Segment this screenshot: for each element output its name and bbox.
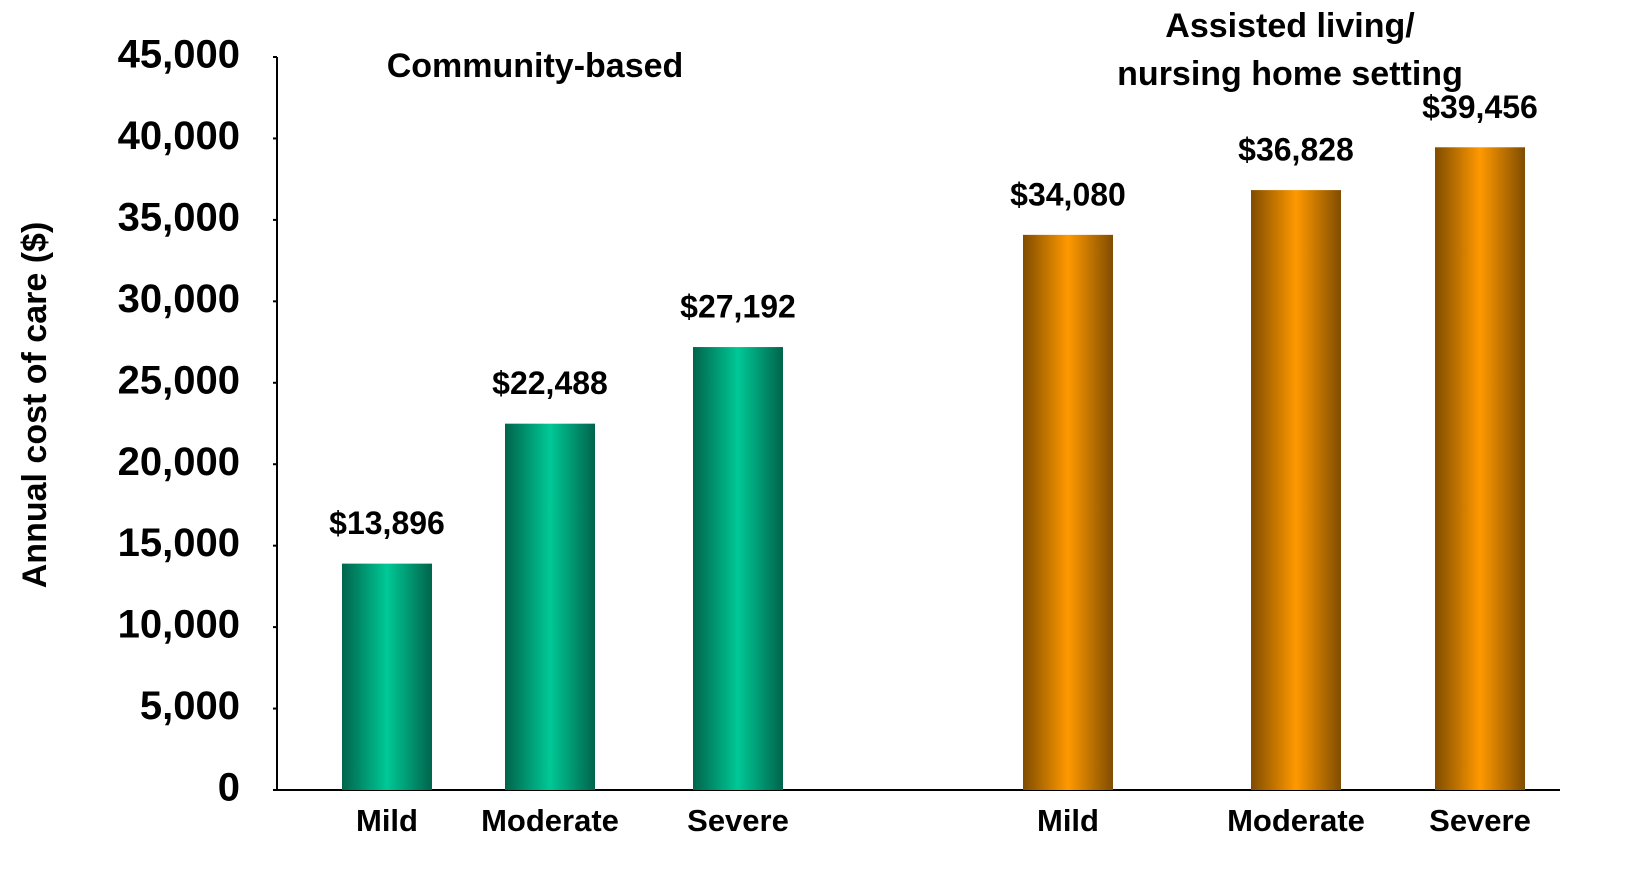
- y-tick-label: 30,000: [118, 277, 240, 321]
- x-tick-label: Mild: [356, 803, 418, 838]
- data-label: $34,080: [1010, 176, 1126, 212]
- y-tick-label: 35,000: [118, 195, 240, 239]
- y-tick-label: 0: [218, 766, 240, 810]
- bar-shade: [1435, 147, 1525, 790]
- x-tick-label: Severe: [687, 803, 789, 838]
- x-tick-label: Moderate: [1227, 803, 1365, 838]
- group-title: Community-based: [387, 47, 684, 85]
- y-tick-label: 15,000: [118, 521, 240, 565]
- bar-shade: [1251, 190, 1341, 790]
- y-tick-label: 5,000: [140, 684, 240, 728]
- bar-shade: [505, 423, 595, 790]
- x-tick-label: Severe: [1429, 803, 1531, 838]
- x-tick-label: Moderate: [481, 803, 619, 838]
- data-label: $13,896: [329, 505, 445, 541]
- data-label: $39,456: [1422, 89, 1538, 125]
- data-label: $27,192: [680, 289, 796, 325]
- y-tick-label: 20,000: [118, 440, 240, 484]
- bar-shade: [342, 563, 432, 790]
- data-label: $36,828: [1238, 132, 1354, 168]
- x-tick-label: Mild: [1037, 803, 1099, 838]
- y-tick-label: 45,000: [118, 33, 240, 77]
- data-label: $22,488: [492, 365, 608, 401]
- group-title: Assisted living/: [1165, 7, 1415, 45]
- group-title: nursing home setting: [1117, 55, 1463, 93]
- bar-shade: [1023, 234, 1113, 791]
- y-axis-title: Annual cost of care ($): [16, 222, 54, 589]
- y-tick-label: 25,000: [118, 358, 240, 402]
- y-tick-label: 10,000: [118, 603, 240, 647]
- y-tick-label: 40,000: [118, 114, 240, 158]
- bar-shade: [693, 347, 783, 790]
